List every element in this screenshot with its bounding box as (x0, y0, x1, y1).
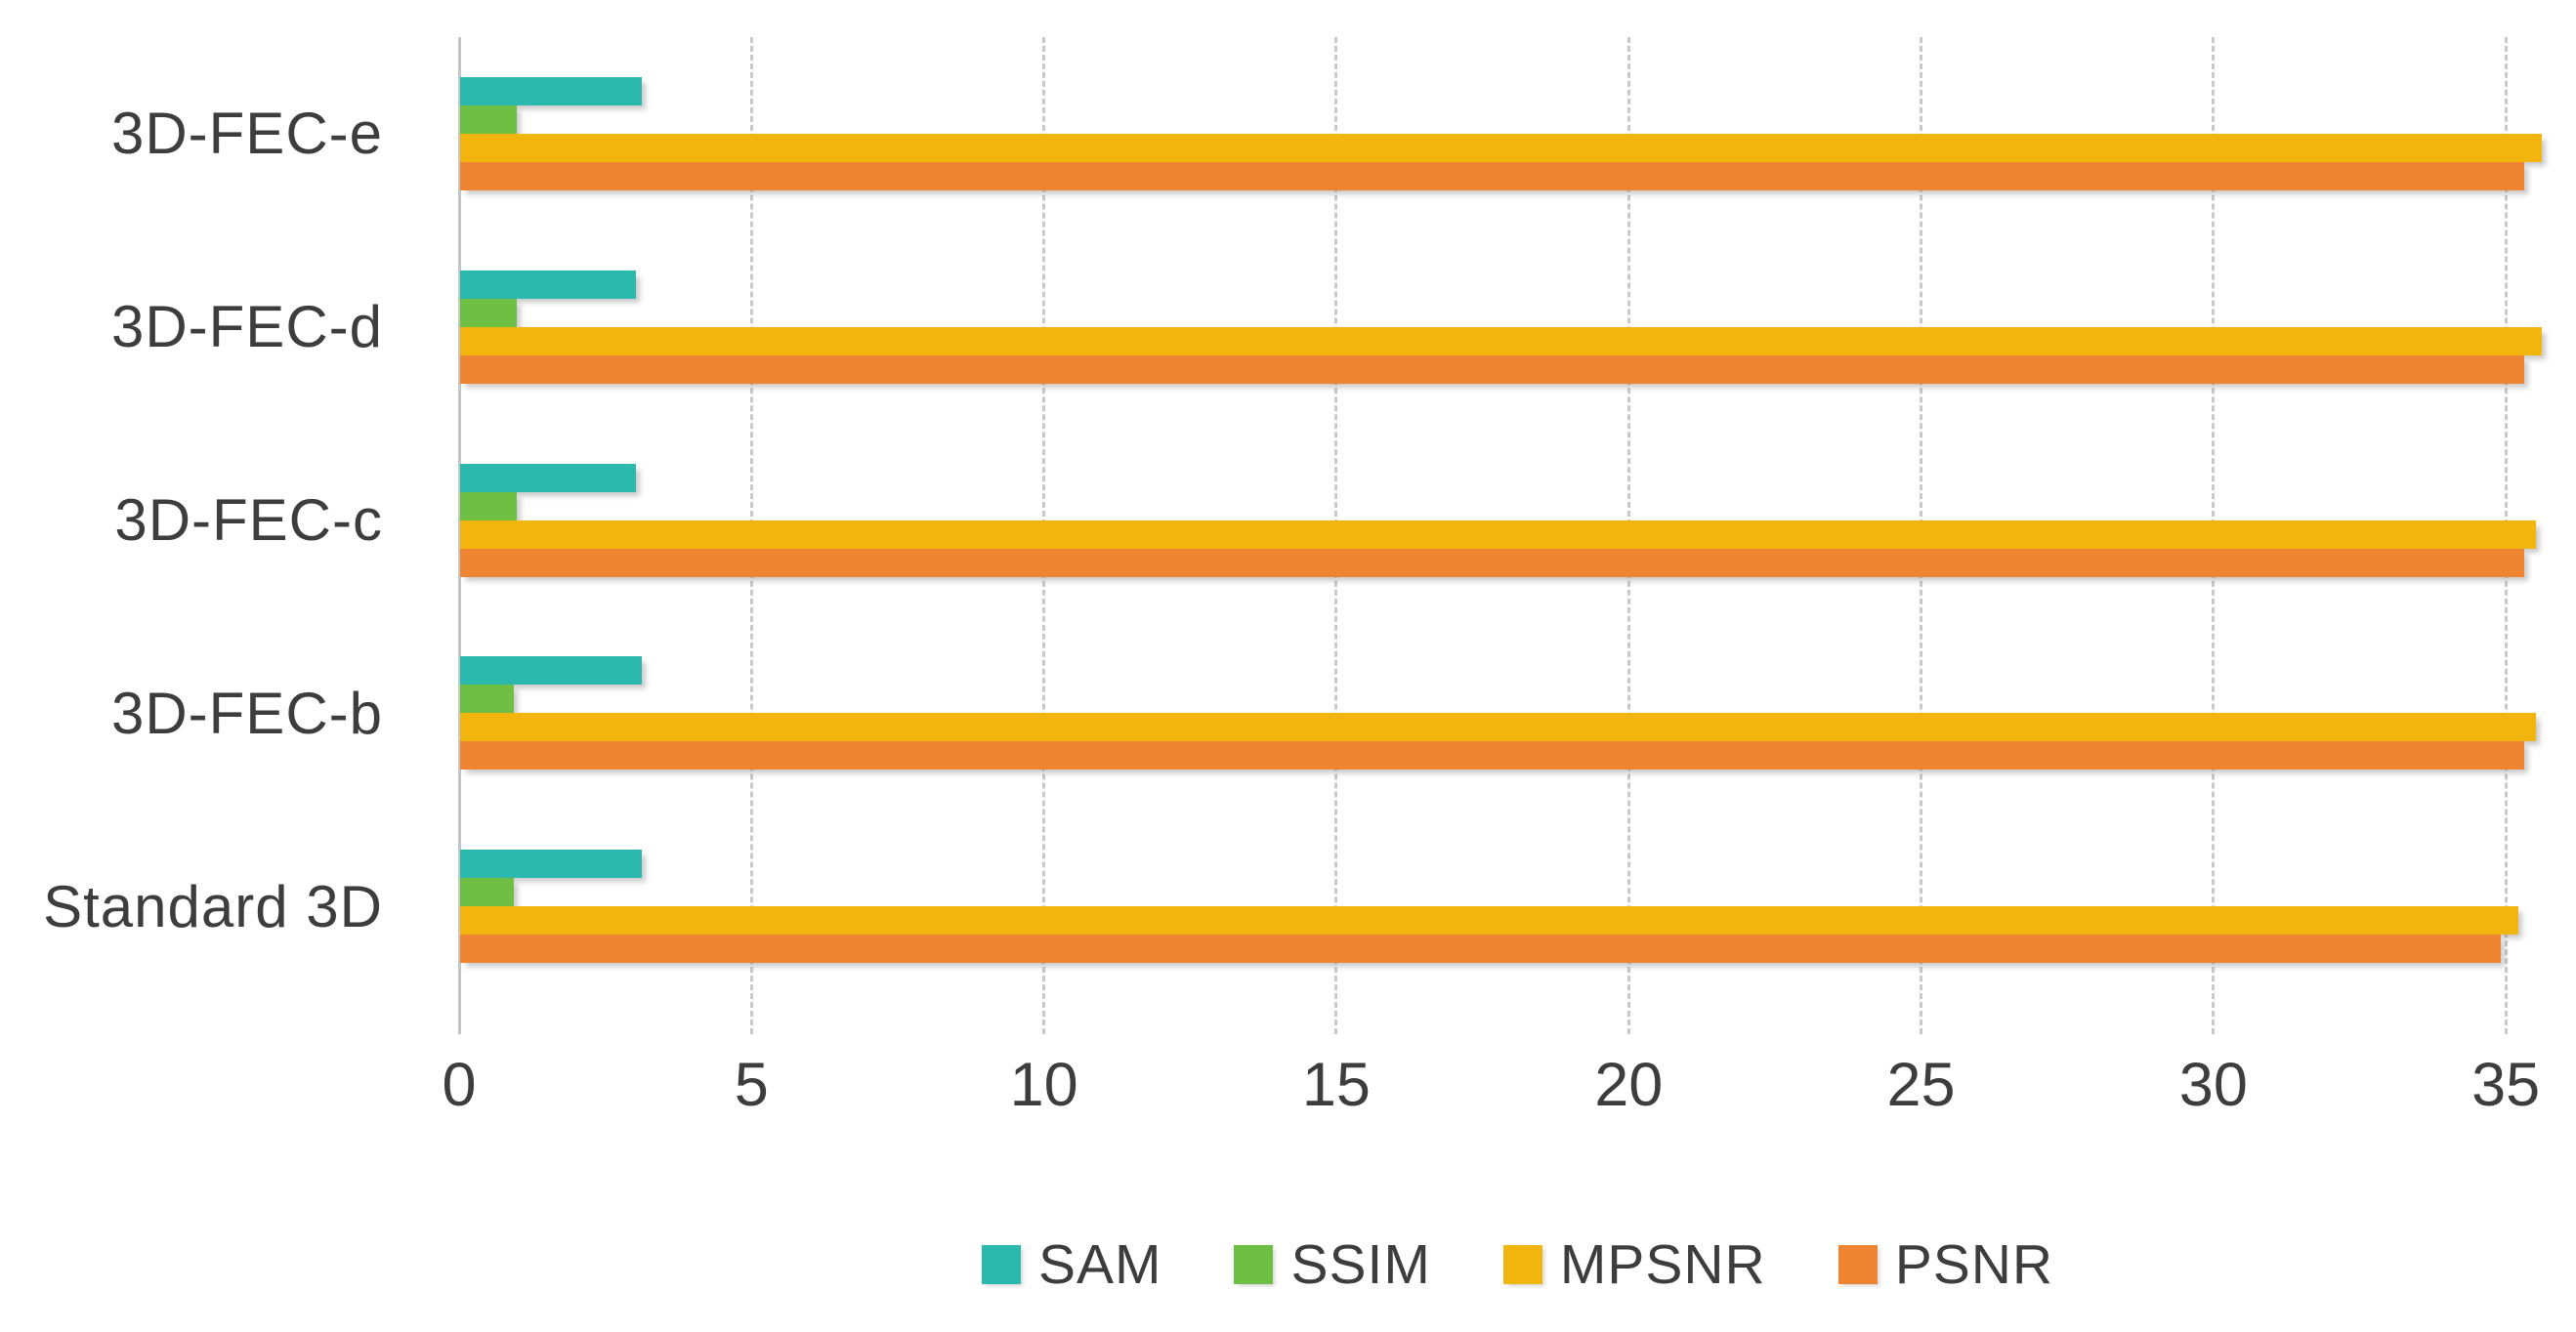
bar-ssim-standard-3d (460, 878, 515, 907)
x-tick-label: 5 (734, 1051, 769, 1119)
x-tick-label: 35 (2471, 1051, 2541, 1119)
bar-ssim-3d-fec-e (460, 104, 518, 134)
legend-label-ssim: SSIM (1290, 1233, 1431, 1296)
category-label-3d-fec-d: 3D-FEC-d (110, 294, 383, 360)
bar-sam-3d-fec-e (460, 76, 642, 105)
x-tick-label: 15 (1301, 1051, 1371, 1119)
legend-swatch-psnr-icon (1837, 1245, 1878, 1284)
bar-sam-3d-fec-b (460, 656, 642, 686)
x-tick-label: 20 (1594, 1051, 1664, 1119)
legend-swatch-mpsnr-icon (1502, 1245, 1542, 1284)
legend-label-mpsnr: MPSNR (1559, 1233, 1766, 1296)
bar-mpsnr-3d-fec-c (460, 520, 2537, 549)
bar-mpsnr-3d-fec-e (460, 133, 2543, 162)
bar-psnr-3d-fec-c (460, 548, 2525, 577)
category-label-3d-fec-b: 3D-FEC-b (110, 680, 383, 746)
legend-item-ssim: SSIM (1234, 1232, 1430, 1297)
x-tick-label: 10 (1009, 1051, 1078, 1119)
category-label-3d-fec-c: 3D-FEC-c (114, 486, 383, 553)
bar-ssim-3d-fec-b (460, 685, 515, 714)
bar-sam-3d-fec-c (460, 463, 636, 492)
value-axis-line (457, 37, 461, 1034)
bar-ssim-3d-fec-c (460, 491, 518, 520)
legend-swatch-ssim-icon (1234, 1245, 1274, 1284)
legend-item-psnr: PSNR (1837, 1232, 2054, 1297)
bar-psnr-3d-fec-e (460, 161, 2525, 190)
x-tick-label: 25 (1886, 1051, 1956, 1119)
legend-label-sam: SAM (1037, 1233, 1162, 1296)
bar-mpsnr-3d-fec-b (460, 713, 2537, 742)
legend-label-psnr: PSNR (1894, 1233, 2054, 1296)
legend-swatch-sam-icon (981, 1245, 1021, 1284)
x-tick-label: 30 (2178, 1051, 2248, 1119)
bar-psnr-3d-fec-d (460, 354, 2525, 384)
category-label-3d-fec-e: 3D-FEC-e (110, 101, 383, 167)
legend-item-sam: SAM (981, 1232, 1162, 1297)
legend-item-mpsnr: MPSNR (1502, 1232, 1766, 1297)
bar-mpsnr-3d-fec-d (460, 326, 2543, 355)
bar-sam-standard-3d (460, 850, 642, 879)
bar-psnr-standard-3d (460, 935, 2502, 964)
bar-sam-3d-fec-d (460, 270, 636, 299)
legend: SAM SSIM MPSNR PSNR (459, 1232, 2576, 1297)
bar-mpsnr-standard-3d (460, 906, 2519, 936)
x-tick-label: 0 (442, 1051, 477, 1119)
bar-psnr-3d-fec-b (460, 741, 2525, 770)
bar-ssim-3d-fec-d (460, 298, 518, 327)
category-label-standard-3d: Standard 3D (43, 873, 383, 939)
